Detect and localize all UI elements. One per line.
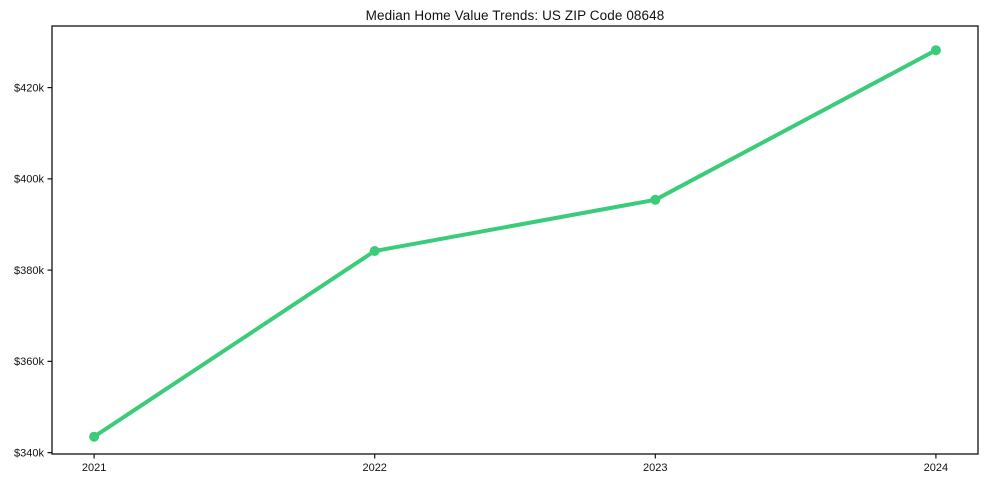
data-point-marker — [930, 45, 941, 56]
y-tick-label: $420k — [14, 82, 44, 94]
y-tick-label: $380k — [14, 265, 44, 277]
data-point-marker — [369, 246, 380, 256]
x-tick-label: 2021 — [82, 462, 106, 474]
plot-border — [51, 25, 979, 455]
x-tick-label: 2023 — [643, 462, 667, 474]
x-tick-label: 2024 — [924, 462, 948, 474]
data-point-marker — [89, 431, 100, 442]
trend-line — [92, 48, 938, 439]
y-tick-label: $400k — [14, 174, 44, 186]
y-tick-label: $360k — [14, 356, 44, 368]
x-tick-label: 2022 — [362, 462, 386, 474]
y-tick-label: $340k — [14, 447, 44, 459]
chart-title: Median Home Value Trends: US ZIP Code 08… — [365, 8, 665, 23]
data-point-marker — [650, 194, 661, 205]
